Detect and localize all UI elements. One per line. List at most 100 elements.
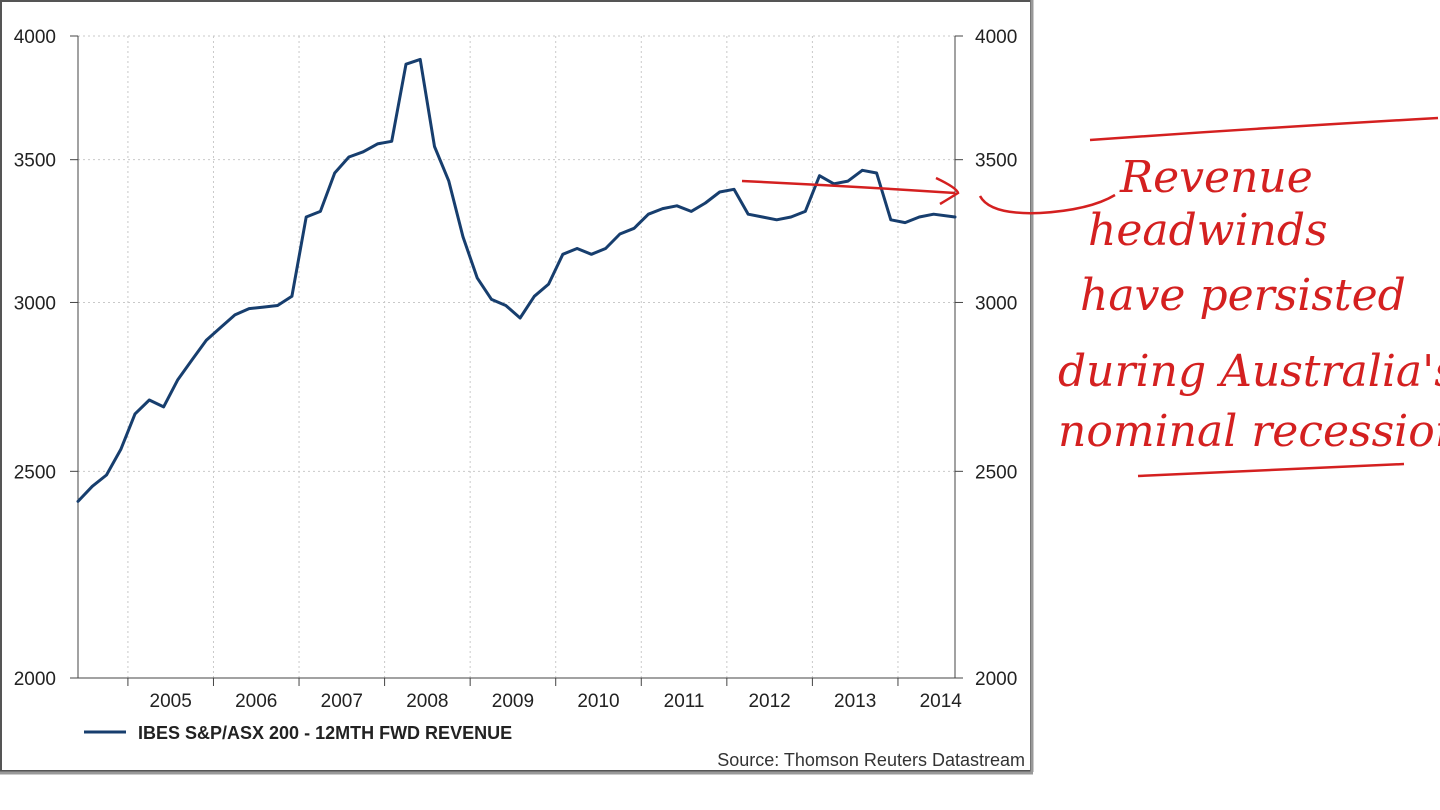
data-point [119,448,123,451]
data-point [918,215,921,219]
data-point [347,155,351,159]
x-tick-label: 2014 [920,691,963,712]
data-point [233,313,237,317]
y-tick-label-right: 3000 [975,293,1017,314]
x-tick-label: 2010 [577,691,619,712]
data-point [362,150,365,153]
data-point [105,473,108,477]
data-point [376,142,379,146]
data-point [846,179,850,183]
annotation-line-1: Revenue [1119,152,1313,203]
data-point [718,190,721,194]
x-tick-label: 2007 [321,691,363,712]
data-point [91,485,94,488]
y-tick-label-right: 4000 [975,27,1017,48]
y-tick-label-left: 3000 [14,293,56,314]
data-point [148,398,151,402]
data-point [775,218,778,221]
data-point [76,500,80,503]
annotation-top-rule [1089,116,1439,142]
y-tick-labels-right: 2000 2500 3000 3500 4000 [975,27,1017,690]
data-point [305,215,308,219]
chart-border [0,0,1032,772]
data-point [953,215,957,219]
data-point [476,276,479,280]
data-point [319,210,322,213]
data-point [575,247,579,250]
data-point [390,140,393,143]
data-point [747,213,750,216]
data-point [176,378,179,381]
data-point [333,171,336,175]
x-tick-label: 2011 [664,691,705,712]
y-tick-label-right: 2000 [975,669,1017,690]
data-point [732,188,736,191]
annotation-line-4: during Australia's [1058,346,1440,397]
data-point [504,304,507,307]
x-tick-label: 2006 [235,691,277,712]
data-point [162,405,165,409]
data-point [690,210,693,213]
data-point [903,221,907,224]
legend-label: IBES S&P/ASX 200 - 12MTH FWD REVENUE [138,723,512,743]
annotation-arrow-head [935,176,960,206]
data-point [205,339,208,342]
data-point [932,213,935,216]
data-point [490,298,493,301]
data-point [290,295,294,298]
data-point [547,282,550,286]
data-point [219,326,222,329]
x-tick-labels: 2005 2006 2007 2008 2009 2010 2011 2012 2013 2014 [150,691,963,712]
y-tick-labels-left: 2000 2500 3000 3500 4000 [14,27,56,690]
y-tick-label-left: 3500 [14,151,56,172]
data-point [561,253,564,256]
data-point [447,179,450,183]
annotation-arrow-line [741,179,956,195]
annotation-bottom-rule [1137,462,1405,478]
legend: IBES S&P/ASX 200 - 12MTH FWD REVENUE [84,723,512,743]
data-point [433,145,436,148]
source-label: Source: Thomson Reuters Datastream [717,750,1025,770]
data-point [761,215,764,219]
series-line [76,57,957,503]
data-point [604,247,607,250]
data-point [889,218,892,221]
data-point [276,304,279,307]
annotation-line-2: headwinds [1088,205,1328,256]
data-point [632,227,636,230]
y-tick-label-left: 2500 [14,462,56,483]
data-point [262,305,265,309]
x-tick-label: 2013 [834,691,876,712]
x-tick-label: 2005 [150,691,192,712]
series-layer [76,57,957,503]
data-point [661,207,664,210]
data-point [247,307,251,310]
data-point [675,204,679,207]
data-point [704,201,707,205]
data-point [618,232,622,236]
y-tick-label-left: 2000 [14,669,56,690]
x-tick-label: 2008 [406,691,448,712]
data-point [789,215,793,219]
annotation-line-5: nominal recession [1058,406,1440,457]
data-point [461,235,465,239]
data-point [804,210,807,213]
y-tick-label-right: 2500 [975,462,1017,483]
data-point [404,62,408,66]
x-tick-label: 2012 [748,691,790,712]
data-point [818,174,821,177]
data-point [861,169,864,172]
data-point [590,253,593,256]
data-point [647,213,650,216]
plot-area: 2000 2500 3000 3500 4000 2000 2500 3000 3500 400… [14,27,1018,712]
x-tick-label: 2009 [492,691,534,712]
y-tick-label-left: 4000 [14,27,56,48]
data-point [419,58,422,61]
y-tick-label-right: 3500 [975,151,1017,172]
data-point [133,412,137,416]
handwritten-annotation: Revenue headwinds have persisted during … [741,116,1440,478]
data-point [190,358,194,361]
annotation-connector [978,193,1116,215]
data-point [533,295,536,298]
data-point [518,316,522,320]
